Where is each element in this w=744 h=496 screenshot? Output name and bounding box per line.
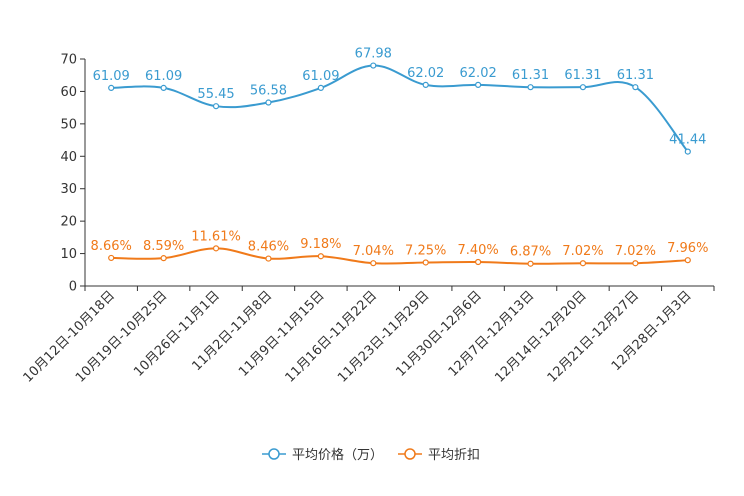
legend-marker-icon — [404, 448, 416, 460]
price-data-label: 61.09 — [302, 69, 339, 84]
x-tick-label: 12月14日-12月20日 — [492, 288, 589, 385]
price-point[interactable] — [370, 62, 377, 69]
price-data-label: 61.09 — [93, 69, 130, 84]
y-tick-label: 70 — [60, 53, 77, 68]
y-tick-label: 0 — [69, 280, 77, 295]
discount-data-label: 7.25% — [405, 243, 446, 258]
x-tick-label: 10月12日-10月18日 — [21, 288, 118, 385]
x-tick-label: 11月23日-11月29日 — [335, 288, 432, 385]
x-tick-label: 12月21日-12月27日 — [545, 288, 642, 385]
price-data-label: 41.44 — [669, 133, 706, 148]
discount-data-label: 9.18% — [300, 237, 341, 252]
y-tick-label: 60 — [60, 85, 77, 100]
discount-point[interactable] — [370, 260, 377, 267]
discount-data-label: 11.61% — [191, 229, 241, 244]
y-tick-label: 20 — [60, 215, 77, 230]
price-point[interactable] — [160, 84, 167, 91]
discount-point[interactable] — [684, 257, 691, 264]
price-point[interactable] — [475, 81, 482, 88]
price-point[interactable] — [265, 99, 272, 106]
series-average-price: 61.09 61.09 55.45 56.58 61.09 67.98 62.02 62.02… — [93, 47, 706, 155]
discount-data-label: 7.40% — [457, 243, 498, 258]
legend-item-average-discount[interactable]: 平均折扣 — [398, 448, 480, 463]
price-point[interactable] — [108, 84, 115, 91]
y-tick-label: 40 — [60, 150, 77, 165]
price-point[interactable] — [212, 103, 220, 110]
discount-data-label: 6.87% — [510, 245, 551, 260]
discount-data-label: 7.04% — [353, 244, 394, 259]
price-point[interactable] — [684, 148, 691, 155]
legend-label: 平均折扣 — [428, 448, 480, 463]
price-data-label: 61.31 — [564, 68, 601, 83]
price-data-label: 61.31 — [512, 68, 549, 83]
discount-point[interactable] — [527, 260, 534, 267]
discount-point[interactable] — [579, 260, 587, 267]
x-tick-label: 11月16日-11月22日 — [283, 288, 380, 385]
discount-line — [111, 247, 688, 265]
discount-data-label: 8.46% — [248, 240, 289, 255]
discount-point[interactable] — [160, 255, 167, 262]
discount-data-label: 8.66% — [91, 239, 132, 254]
legend-item-average-price[interactable]: 平均价格（万） — [262, 447, 383, 463]
legend[interactable]: 平均价格（万） 平均折扣 — [262, 447, 480, 463]
price-data-label: 62.02 — [407, 66, 444, 81]
price-data-label: 67.98 — [355, 47, 392, 62]
price-point[interactable] — [579, 84, 587, 91]
price-point[interactable] — [527, 84, 534, 91]
series-average-discount: 8.66% 8.59% 11.61% 8.46% 9.18% 7.04% 7.25% 7.40… — [91, 229, 708, 267]
discount-point[interactable] — [632, 260, 639, 267]
y-tick-label: 10 — [60, 247, 77, 262]
x-tick-label: 10月19日-10月25日 — [73, 288, 170, 385]
price-data-label: 56.58 — [250, 84, 287, 99]
discount-data-label: 7.96% — [667, 241, 708, 256]
discount-point[interactable] — [422, 259, 429, 266]
discount-data-label: 7.02% — [615, 244, 656, 259]
discount-point[interactable] — [108, 254, 115, 262]
discount-point[interactable] — [475, 258, 482, 266]
price-data-label: 61.09 — [145, 69, 182, 84]
discount-point[interactable] — [212, 245, 220, 252]
price-point[interactable] — [317, 84, 324, 91]
discount-point[interactable] — [317, 253, 324, 260]
y-tick-label: 50 — [60, 117, 77, 132]
price-data-label: 62.02 — [460, 66, 497, 81]
legend-label: 平均价格（万） — [292, 447, 383, 463]
price-data-label: 55.45 — [197, 87, 234, 102]
discount-data-label: 7.02% — [562, 244, 603, 259]
axes: 0 10 20 30 40 50 60 70 10月12日-10月18日10月19日-10月25… — [21, 53, 715, 386]
y-tick-label: 30 — [60, 182, 77, 197]
price-point[interactable] — [632, 84, 639, 91]
discount-point[interactable] — [265, 255, 272, 262]
legend-marker-icon — [268, 448, 280, 460]
discount-data-label: 8.59% — [143, 239, 184, 254]
price-point[interactable] — [422, 81, 429, 88]
price-data-label: 61.31 — [617, 68, 654, 83]
